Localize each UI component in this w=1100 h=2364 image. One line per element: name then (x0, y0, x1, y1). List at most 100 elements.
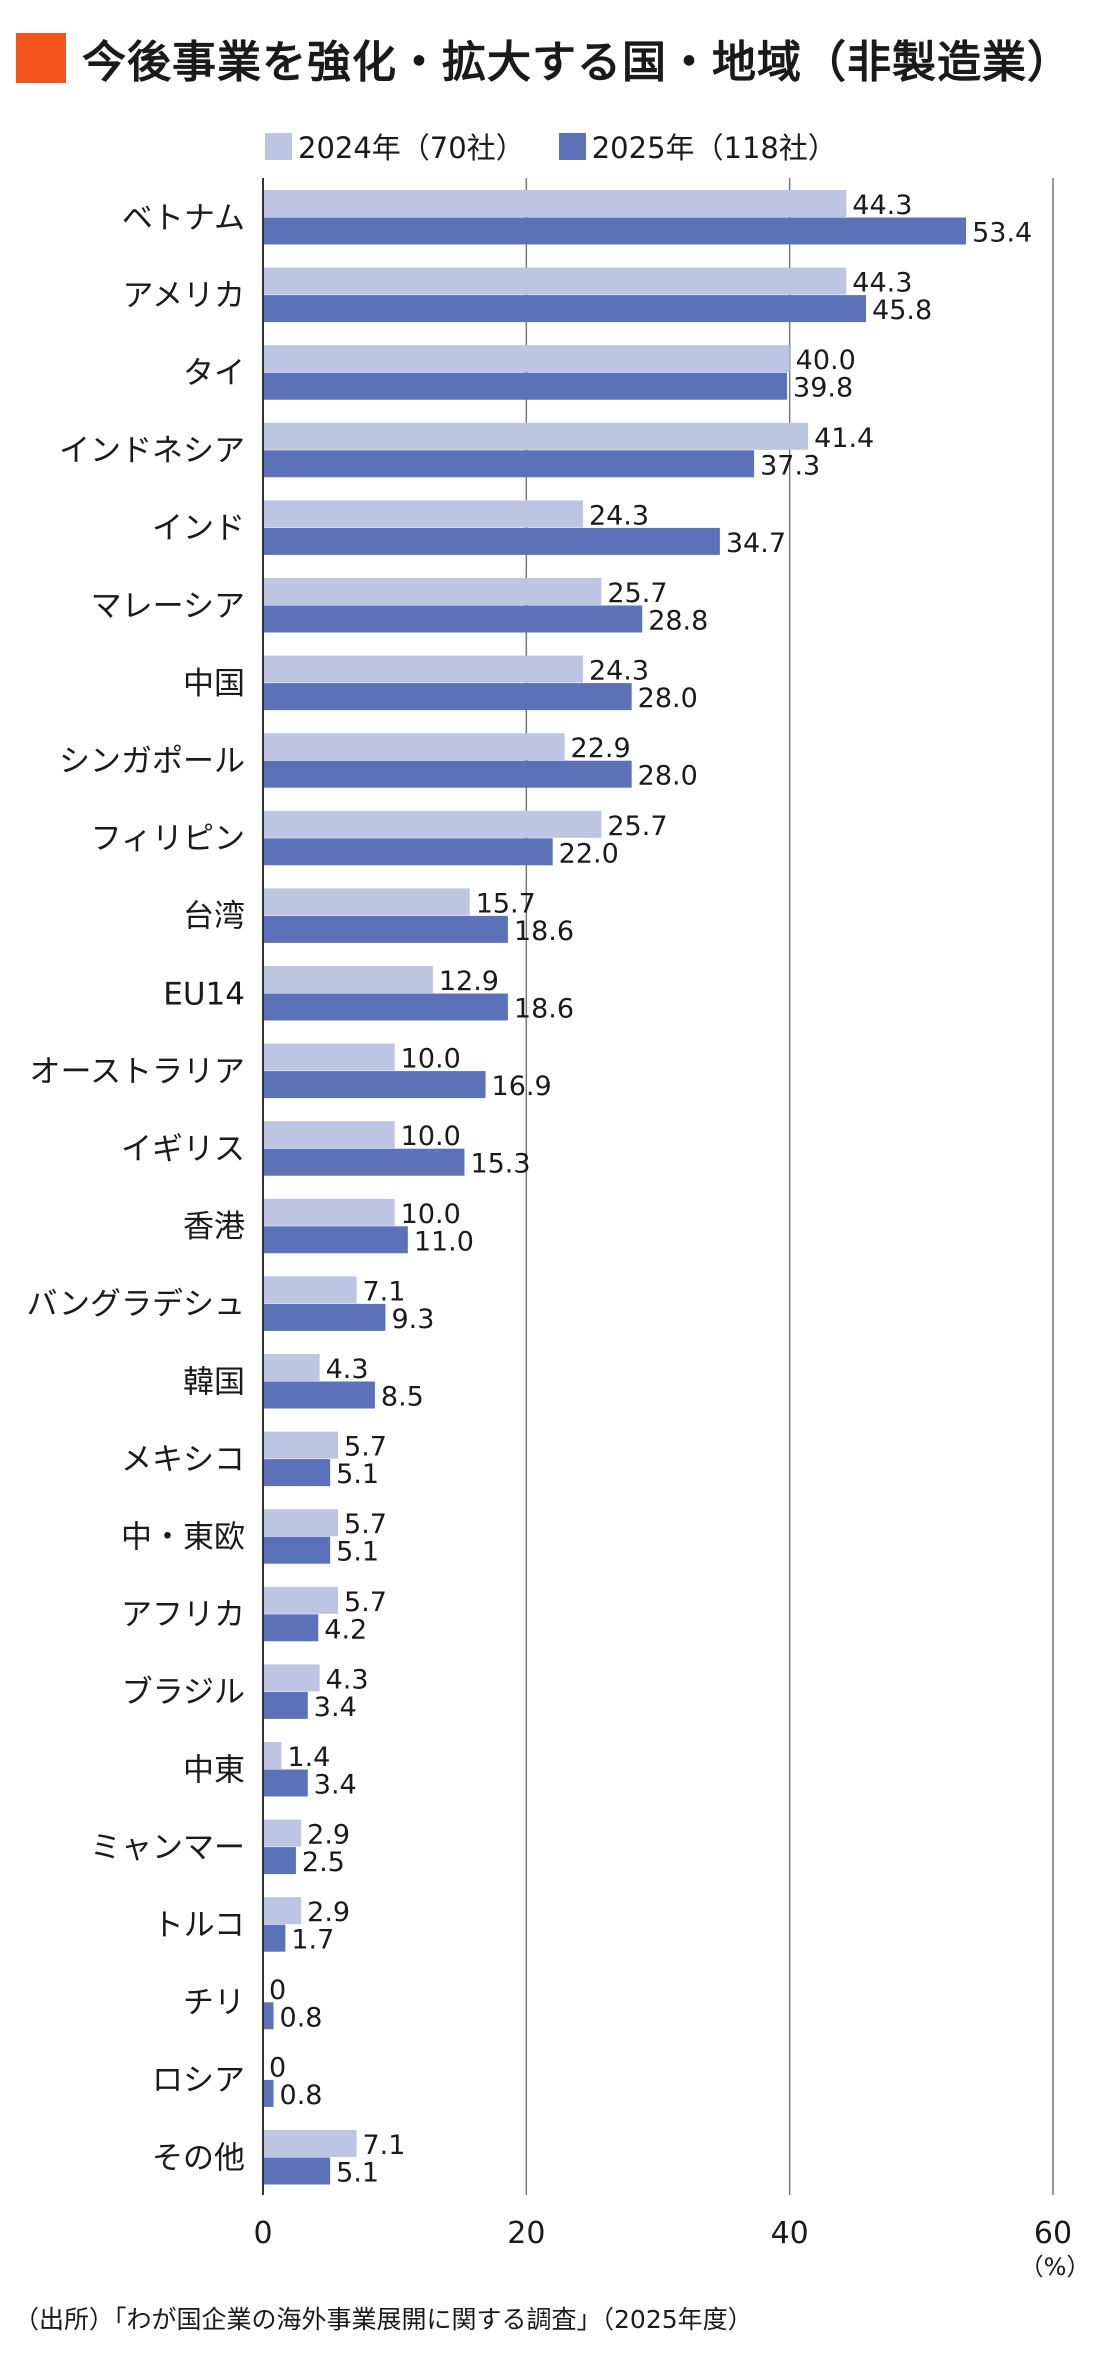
data-label-2024: 25.7 (607, 811, 667, 842)
data-label-2025: 0.8 (280, 2002, 323, 2033)
bar-2024 (263, 966, 433, 993)
category-label: 中東 (183, 1752, 245, 1788)
bar-2024 (263, 2130, 357, 2157)
legend: 2024年（70社） 2025年（118社） (265, 125, 871, 167)
category-label: バングラデシュ (26, 1287, 245, 1323)
data-label-2024: 5.7 (344, 1587, 387, 1618)
data-label-2025: 4.2 (324, 1614, 367, 1645)
bar-2025 (263, 993, 508, 1021)
data-label-2024: 10.0 (401, 1199, 461, 1230)
bar-2024 (263, 1276, 357, 1304)
data-label-2025: 5.1 (336, 2158, 379, 2189)
bar-2025 (263, 683, 632, 711)
category-label: その他 (152, 2140, 245, 2176)
data-label-2025: 2.5 (302, 1847, 345, 1878)
data-label-2024: 24.3 (589, 500, 649, 531)
bar-2025 (263, 605, 643, 633)
category-label: ブラジル (122, 1675, 245, 1711)
bar-2025 (263, 1847, 296, 1875)
bar-2025 (263, 295, 867, 323)
category-label: アメリカ (123, 278, 245, 314)
data-label-2025: 3.4 (314, 1770, 357, 1801)
data-label-2024: 44.3 (852, 268, 912, 299)
bar-2025 (263, 527, 720, 555)
category-label: オーストラリア (30, 1054, 245, 1090)
data-label-2024: 7.1 (362, 2130, 405, 2161)
bar-2024 (263, 422, 809, 450)
legend-label-2024: 2024年（70社） (298, 131, 525, 165)
bar-2025 (263, 2157, 331, 2185)
bar-2024 (263, 888, 470, 916)
data-label-2024: 0 (269, 1975, 286, 2006)
bar-2024 (263, 1354, 320, 1381)
data-label-2025: 37.3 (760, 450, 820, 481)
data-label-2025: 1.7 (291, 1925, 334, 1956)
x-tick-label: 40 (771, 2216, 809, 2251)
data-label-2025: 11.0 (414, 1226, 474, 1257)
data-label-2024: 15.7 (476, 888, 536, 919)
bar-2024 (263, 1742, 282, 1769)
bar-2024 (263, 1431, 339, 1459)
category-label: 香港 (183, 1209, 245, 1245)
category-label: 中・東欧 (121, 1519, 245, 1555)
data-label-2024: 22.9 (571, 733, 631, 764)
category-label: チリ (183, 1985, 245, 2021)
bar-2025 (263, 760, 632, 788)
data-label-2025: 16.9 (492, 1071, 552, 1102)
data-label-2025: 28.8 (648, 606, 708, 637)
bar-2025 (263, 2002, 274, 2030)
bar-2024 (263, 810, 602, 838)
category-label: ミャンマー (90, 1830, 245, 1866)
x-tick-label: 60 (1034, 2216, 1072, 2251)
data-label-2025: 18.6 (514, 916, 574, 947)
data-label-2025: 22.0 (559, 838, 619, 869)
bar-2024 (263, 345, 790, 373)
chart-title: 今後事業を強化・拡大する国・地域（非製造業） (82, 37, 1072, 88)
bar-2025 (263, 915, 508, 943)
category-label: インドネシア (59, 433, 245, 469)
data-label-2024: 25.7 (607, 578, 667, 609)
data-label-2025: 18.6 (514, 994, 574, 1025)
bar-2024 (263, 1509, 339, 1537)
bar-2025 (263, 1381, 375, 1409)
data-label-2024: 0 (269, 2052, 286, 2083)
data-label-2024: 1.4 (287, 1742, 330, 1773)
bar-2024 (263, 267, 847, 295)
bar-2025 (263, 1536, 331, 1564)
bar-2025 (263, 2079, 274, 2107)
data-label-2024: 5.7 (344, 1509, 387, 1540)
data-label-2024: 4.3 (326, 1664, 369, 1695)
data-label-2025: 5.1 (336, 1537, 379, 1568)
bar-2024 (263, 733, 565, 761)
bar-2024 (263, 1043, 395, 1071)
category-label: タイ (183, 355, 245, 391)
category-label: メキシコ (121, 1442, 245, 1478)
category-label: インド (152, 511, 245, 547)
category-label: イギリス (121, 1131, 245, 1167)
bar-2024 (263, 1664, 320, 1692)
legend-item-2025: 2025年（118社） (558, 125, 837, 167)
bar-2025 (263, 1924, 286, 1952)
bar-2024 (263, 578, 602, 605)
category-label: アフリカ (121, 1597, 245, 1633)
data-label-2024: 5.7 (344, 1432, 387, 1463)
bar-2025 (263, 217, 967, 245)
title-accent-square (16, 33, 66, 83)
data-label-2025: 45.8 (872, 295, 932, 326)
bar-2024 (263, 1121, 395, 1149)
bar-2025 (263, 1226, 408, 1254)
source-note: （出所）「わが国企業の海外事業展開に関する調査」（2025年度） (14, 2305, 753, 2334)
data-label-2024: 2.9 (307, 1820, 350, 1851)
data-label-2025: 34.7 (726, 528, 786, 559)
legend-label-2025: 2025年（118社） (591, 131, 837, 165)
data-label-2025: 28.0 (638, 683, 698, 714)
bar-2024 (263, 1198, 395, 1226)
data-label-2025: 53.4 (972, 218, 1032, 249)
bar-2025 (263, 1691, 308, 1719)
bar-2024 (263, 655, 583, 683)
data-label-2024: 24.3 (589, 656, 649, 687)
data-label-2025: 0.8 (280, 2080, 323, 2111)
x-axis-unit: （%） (1020, 2253, 1091, 2280)
data-label-2025: 9.3 (391, 1304, 434, 1335)
